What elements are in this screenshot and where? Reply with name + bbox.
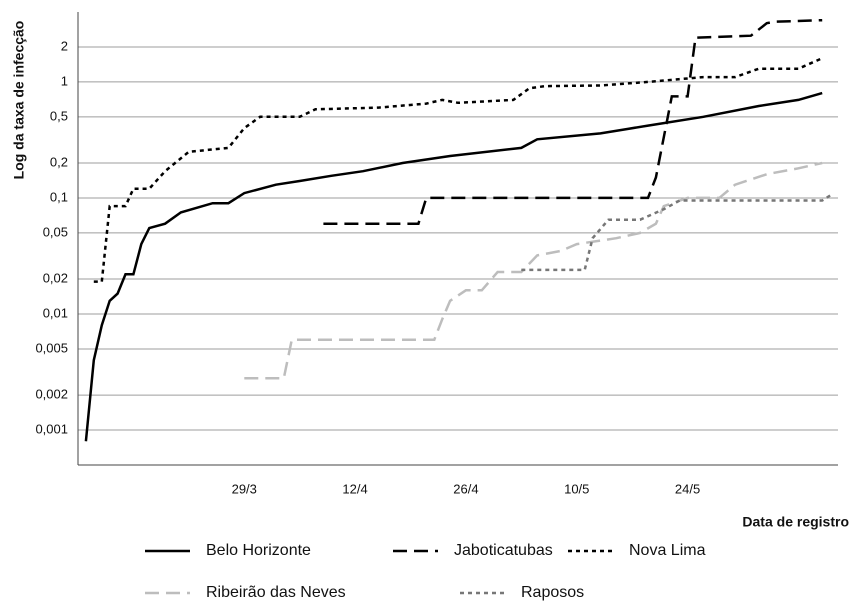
series-line [244, 161, 823, 380]
series-line [93, 57, 823, 283]
y-tick-label: 0,05 [43, 224, 68, 239]
x-tick-label: 12/4 [342, 481, 367, 496]
y-tick-label: 0,5 [50, 108, 68, 123]
legend: Belo Horizonte Jaboticatubas Nova Lima Ribe… [145, 542, 706, 601]
legend-label: Ribeirão das Neves [206, 584, 346, 601]
series-line [521, 194, 831, 272]
legend-label: Raposos [521, 584, 584, 601]
y-tick-label: 0,1 [50, 189, 68, 204]
y-tick-label: 1 [61, 73, 68, 88]
series-line [84, 91, 823, 442]
x-tick-label: 24/5 [675, 481, 700, 496]
x-tick-label: 26/4 [453, 481, 478, 496]
y-tick-label: 0,001 [35, 421, 68, 436]
y-tick-label: 0,002 [35, 387, 68, 402]
y-tick-label: 0,2 [50, 154, 68, 169]
y-tick-label: 0,01 [43, 305, 68, 320]
y-axis-label: Log da taxa de infecção [11, 21, 27, 180]
x-tick-label: 10/5 [564, 481, 589, 496]
series-line [323, 18, 823, 225]
y-tick-label: 0,02 [43, 270, 68, 285]
x-axis-label: Data de registro [742, 514, 849, 530]
y-tick-label: 0,005 [35, 340, 68, 355]
x-tick-label: 29/3 [232, 481, 257, 496]
legend-label: Belo Horizonte [206, 542, 311, 559]
y-tick-label: 2 [61, 38, 68, 53]
legend-label: Jaboticatubas [454, 542, 553, 559]
legend-label: Nova Lima [629, 542, 706, 559]
